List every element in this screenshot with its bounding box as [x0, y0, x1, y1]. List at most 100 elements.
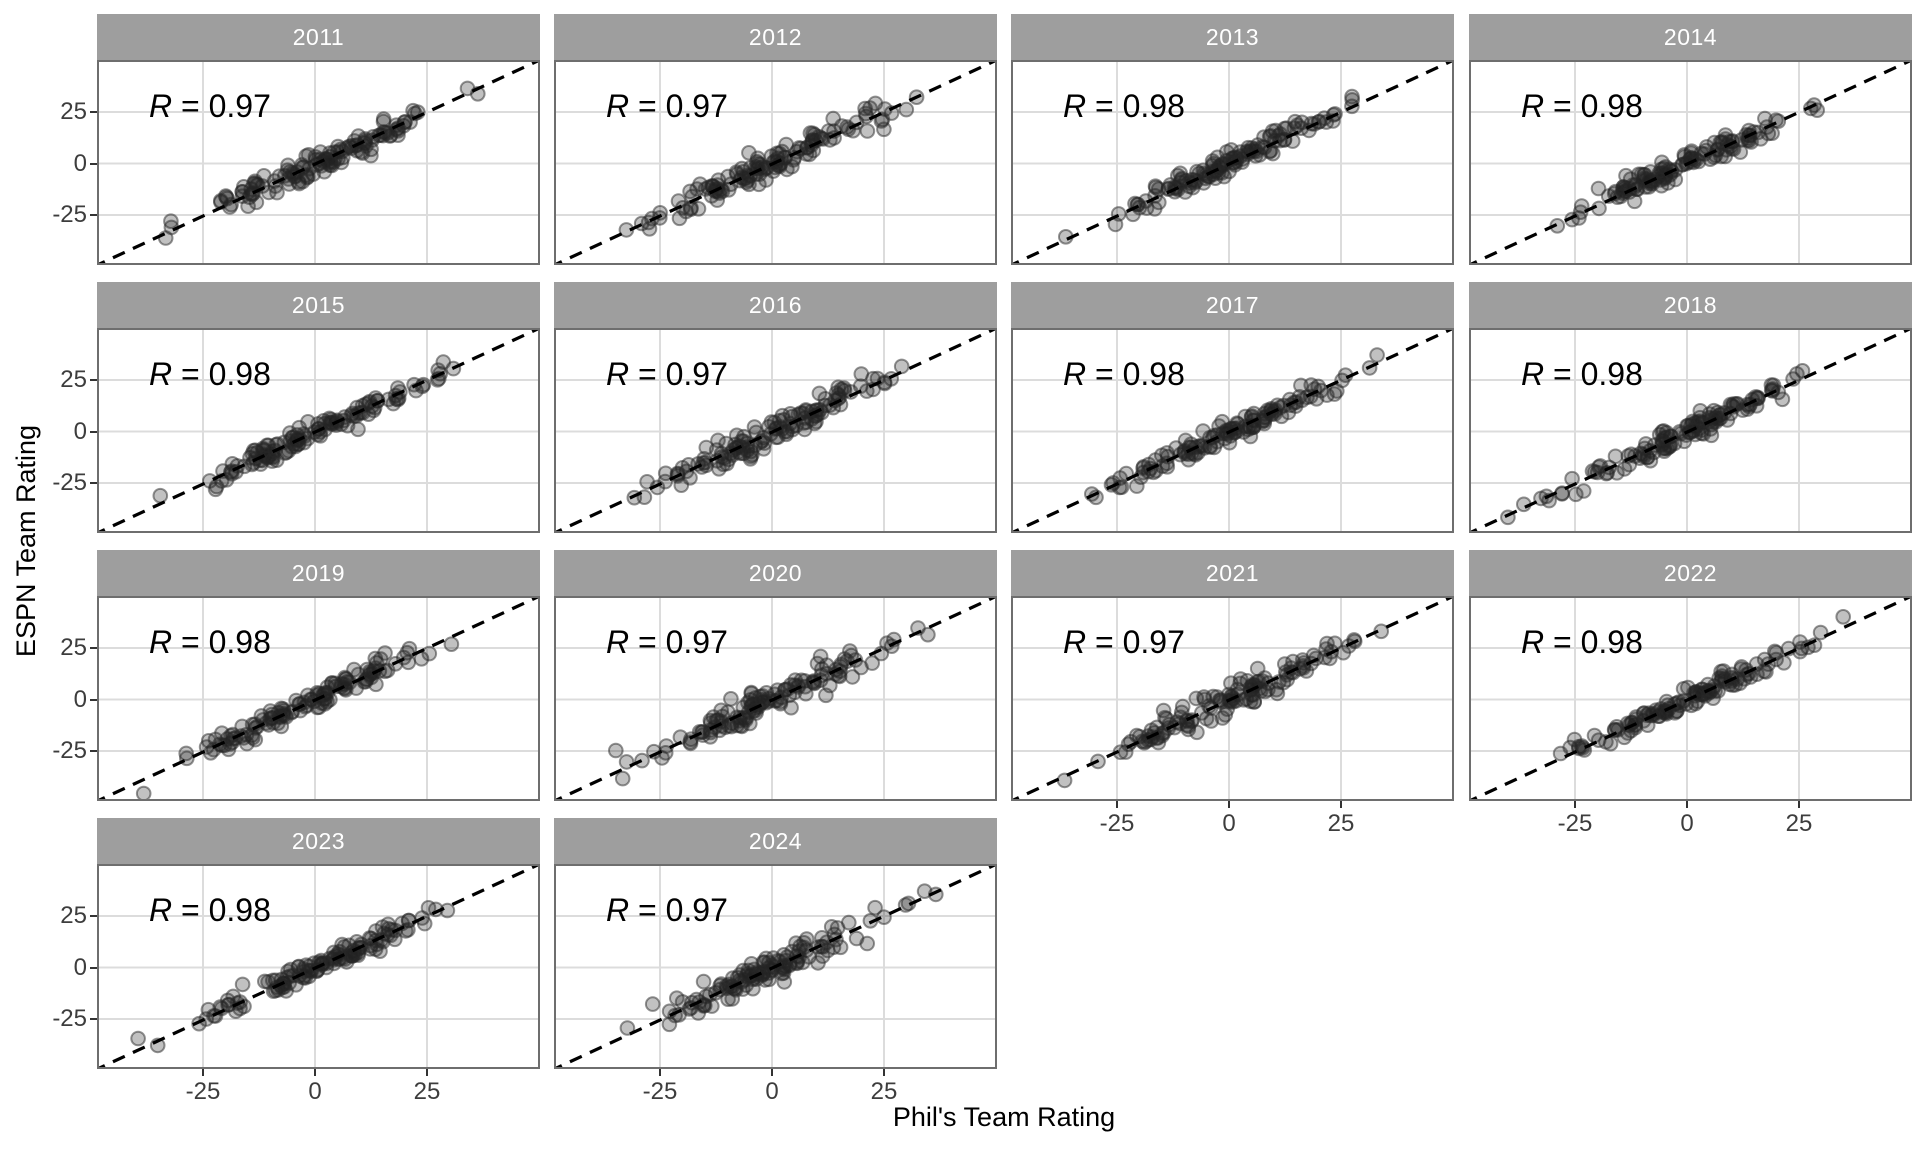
y-axis-tick: [90, 379, 97, 381]
scatter-plot-2011: R = 0.97: [97, 60, 540, 265]
scatter-plot-2013: R = 0.98: [1011, 60, 1454, 265]
x-axis-tick: [659, 1069, 661, 1076]
r-label: R = 0.97: [606, 88, 728, 124]
facet-strip-label: 2017: [1011, 282, 1454, 328]
facet-strip-label: 2019: [97, 550, 540, 596]
x-tick-label: 0: [1222, 810, 1236, 837]
x-tick-label: 25: [413, 1078, 441, 1105]
x-tick-label: 0: [765, 1078, 779, 1105]
identity-line: [1469, 328, 1912, 533]
facet-panel-2011: 2011 R = 0.97 25 0 -25: [52, 14, 540, 265]
identity-line: [1011, 596, 1454, 801]
r-label: R = 0.98: [1521, 356, 1643, 392]
identity-line: [1011, 328, 1454, 533]
identity-line: [97, 864, 540, 1069]
x-tick-label: 25: [1785, 810, 1813, 837]
x-axis-tick: [426, 1069, 428, 1076]
y-axis-tick: [90, 214, 97, 216]
scatter-plot-2019: R = 0.98: [97, 596, 540, 801]
facet-panel-2016: 2016 R = 0.97: [554, 282, 997, 533]
facet-strip-label: 2018: [1469, 282, 1912, 328]
facet-panel-2020: 2020 R = 0.97: [554, 550, 997, 801]
scatter-plot-2023: R = 0.98: [97, 864, 540, 1069]
r-label: R = 0.97: [606, 624, 728, 660]
facet-panel-2017: 2017 R = 0.98: [1011, 282, 1454, 533]
facet-panel-2023: 2023 R = 0.98 25 0 -25 -25 0 25: [52, 818, 540, 1105]
y-tick-label: 25: [60, 634, 87, 661]
x-axis-tick: [1686, 801, 1688, 808]
identity-line: [97, 60, 540, 265]
y-axis-tick: [90, 430, 97, 433]
y-axis-tick: [90, 162, 97, 165]
identity-line: [1469, 596, 1912, 801]
scatter-plot-2017: R = 0.98: [1011, 328, 1454, 533]
facet-panel-2024: 2024 R = 0.97 -25 0 25: [554, 818, 997, 1105]
x-axis-tick: [1116, 801, 1118, 808]
scatter-plot-2021: R = 0.97: [1011, 596, 1454, 801]
facet-strip-label: 2021: [1011, 550, 1454, 596]
r-label: R = 0.98: [1521, 88, 1643, 124]
x-tick-label: -25: [1557, 810, 1593, 837]
identity-line: [554, 864, 997, 1069]
x-axis-tick: [1574, 801, 1576, 808]
r-label: R = 0.98: [149, 892, 271, 928]
facet-strip-label: 2014: [1469, 14, 1912, 60]
y-axis-tick: [90, 966, 97, 969]
y-tick-label: -25: [52, 469, 87, 496]
r-label: R = 0.98: [1063, 88, 1185, 124]
facet-panel-2015: 2015 R = 0.98 25 0 -25: [52, 282, 540, 533]
y-axis-tick: [90, 111, 97, 113]
r-label: R = 0.98: [1063, 356, 1185, 392]
y-tick-label: -25: [52, 737, 87, 764]
y-axis-tick: [90, 698, 97, 701]
r-label: R = 0.98: [1521, 624, 1643, 660]
y-tick-label: 0: [73, 149, 87, 177]
facet-strip-label: 2011: [97, 14, 540, 60]
facet-strip-label: 2015: [97, 282, 540, 328]
x-axis-tick: [314, 1069, 316, 1076]
x-axis-tick: [1340, 801, 1342, 808]
r-label: R = 0.97: [1063, 624, 1185, 660]
facet-panel-2022: 2022 R = 0.98 -25 0 25: [1469, 550, 1912, 837]
y-tick-label: -25: [52, 1005, 87, 1032]
y-axis-tick: [90, 915, 97, 917]
x-axis-title: Phil's Team Rating: [892, 1102, 1116, 1132]
y-tick-label: 0: [73, 417, 87, 445]
x-axis-tick: [1228, 801, 1230, 808]
x-tick-label: 0: [308, 1078, 322, 1105]
identity-line: [554, 596, 997, 801]
y-tick-label: 0: [73, 953, 87, 981]
facet-strip-label: 2013: [1011, 14, 1454, 60]
facet-strip-label: 2020: [554, 550, 997, 596]
scatter-plot-2024: R = 0.97: [554, 864, 997, 1069]
scatter-plot-2015: R = 0.98: [97, 328, 540, 533]
x-axis-tick: [883, 1069, 885, 1076]
scatter-plot-2014: R = 0.98: [1469, 60, 1912, 265]
x-axis-tick: [202, 1069, 204, 1076]
facet-panel-2012: 2012 R = 0.97: [554, 14, 997, 265]
scatter-plot-2018: R = 0.98: [1469, 328, 1912, 533]
x-axis-tick: [771, 1069, 773, 1076]
y-axis-tick: [90, 1018, 97, 1020]
x-tick-label: -25: [185, 1078, 221, 1105]
r-label: R = 0.98: [149, 356, 271, 392]
scatter-plot-2016: R = 0.97: [554, 328, 997, 533]
r-label: R = 0.97: [606, 356, 728, 392]
facet-panel-2013: 2013 R = 0.98: [1011, 14, 1454, 265]
y-tick-label: 25: [60, 366, 87, 393]
r-label: R = 0.97: [606, 892, 728, 928]
identity-line: [1011, 60, 1454, 265]
y-axis-tick: [90, 482, 97, 484]
identity-line: [97, 328, 540, 533]
identity-line: [97, 596, 540, 801]
y-axis-tick: [90, 647, 97, 649]
y-tick-label: 25: [60, 902, 87, 929]
facet-strip-label: 2024: [554, 818, 997, 864]
facet-panel-2018: 2018 R = 0.98: [1469, 282, 1912, 533]
r-label: R = 0.98: [149, 624, 271, 660]
facet-strip-label: 2012: [554, 14, 997, 60]
facet-strip-label: 2016: [554, 282, 997, 328]
x-tick-label: 25: [1327, 810, 1355, 837]
scatter-plot-2022: R = 0.98: [1469, 596, 1912, 801]
